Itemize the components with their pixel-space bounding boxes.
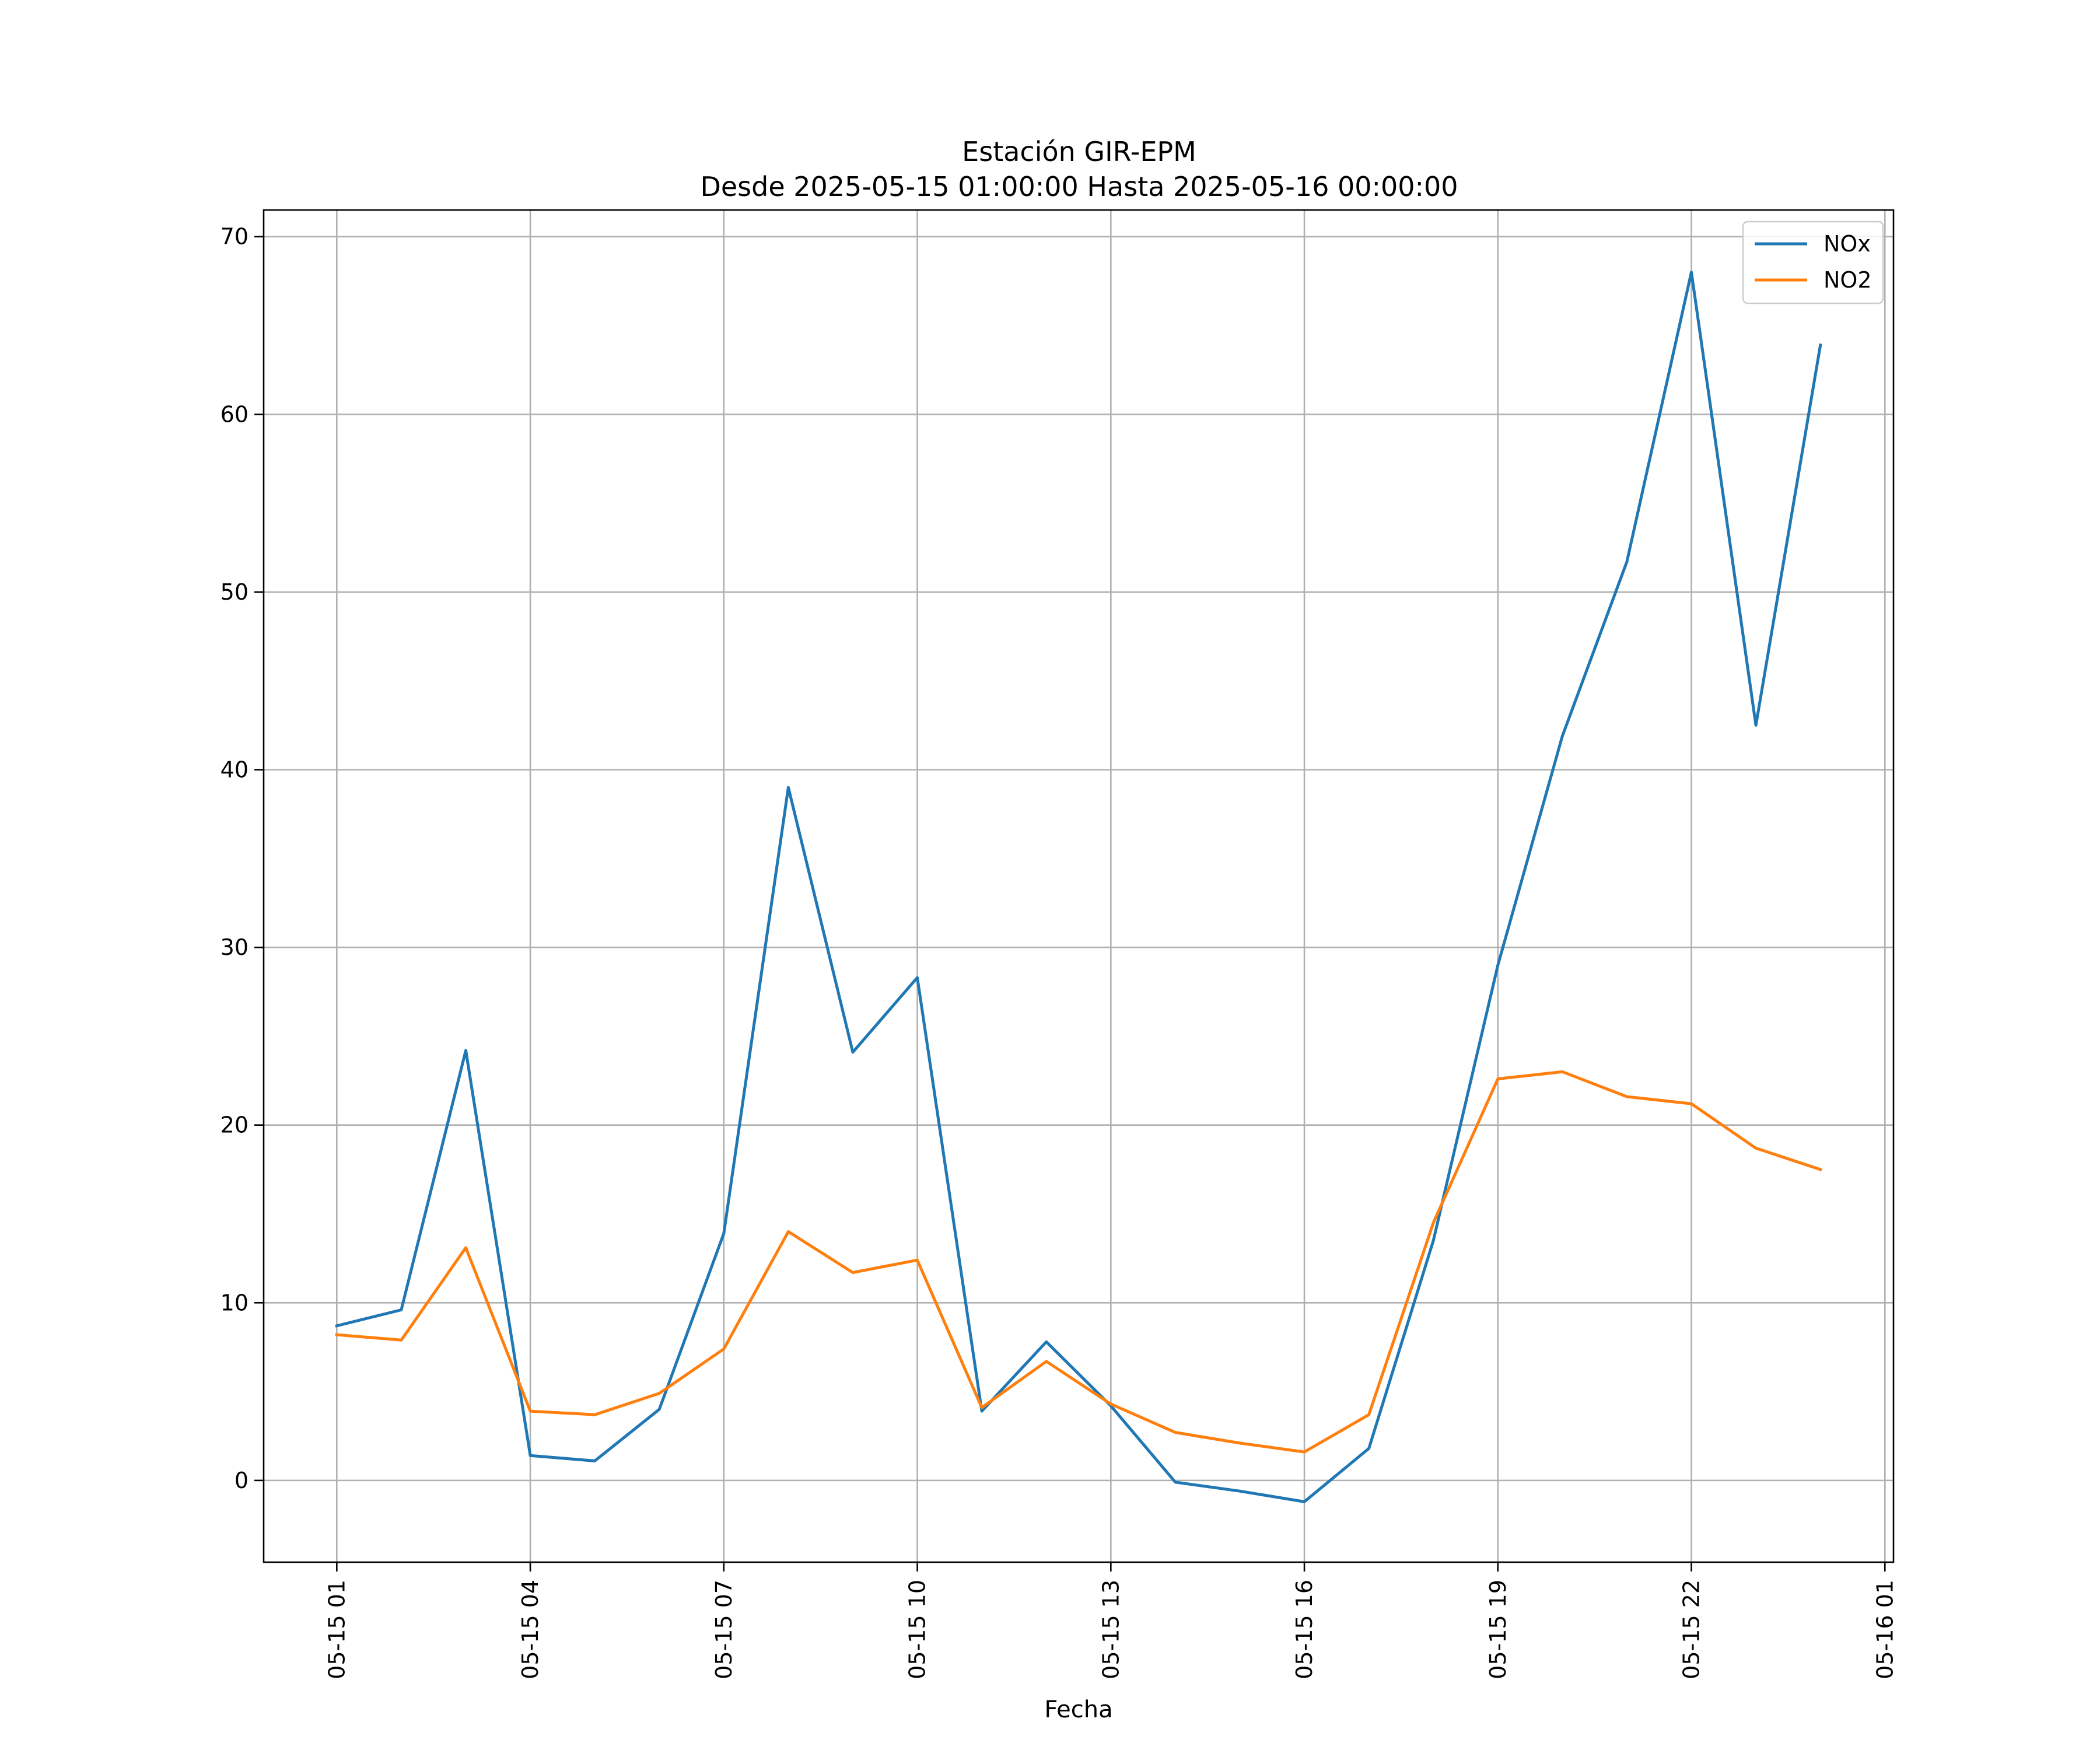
x-tick-label: 05-15 01 xyxy=(324,1580,349,1679)
legend-label-nox: NOx xyxy=(1824,231,1871,257)
y-tick-label: 20 xyxy=(220,1112,249,1138)
axis-ticks: 05-15 01 05-15 04 05-15 07 05-15 10 05-15 13… xyxy=(220,224,1898,1679)
y-tick-label: 10 xyxy=(220,1290,249,1315)
y-tick-label: 70 xyxy=(220,224,249,250)
grid xyxy=(264,210,1894,1562)
series-line-no2 xyxy=(335,1070,1822,1454)
x-tick-label: 05-15 19 xyxy=(1485,1580,1511,1679)
y-tick-label: 50 xyxy=(220,579,249,605)
x-axis-label: Fecha xyxy=(1044,1696,1112,1723)
y-tick-label: 0 xyxy=(235,1468,249,1493)
y-tick-label: 60 xyxy=(220,401,249,427)
legend: NOx NO2 xyxy=(1742,220,1884,304)
series-lines xyxy=(335,271,1822,1503)
x-tick-label: 05-15 13 xyxy=(1098,1580,1124,1679)
y-tick-label: 30 xyxy=(220,935,249,960)
x-tick-label: 05-15 22 xyxy=(1679,1580,1704,1679)
x-tick-label: 05-15 10 xyxy=(905,1580,930,1679)
series-line-nox xyxy=(335,271,1822,1503)
plot-frame xyxy=(262,209,1895,1563)
legend-box xyxy=(1742,220,1884,304)
legend-label-no2: NO2 xyxy=(1824,267,1872,293)
x-tick-label: 05-15 04 xyxy=(517,1580,543,1679)
chart-subtitle: Desde 2025-05-15 01:00:00 Hasta 2025-05-… xyxy=(700,171,1458,202)
x-tick-label: 05-15 07 xyxy=(711,1580,737,1679)
chart-title: Estación GIR-EPM xyxy=(962,136,1196,167)
x-tick-label: 05-15 16 xyxy=(1292,1580,1317,1679)
x-tick-label: 05-16 01 xyxy=(1872,1580,1898,1679)
y-tick-label: 40 xyxy=(220,757,249,782)
